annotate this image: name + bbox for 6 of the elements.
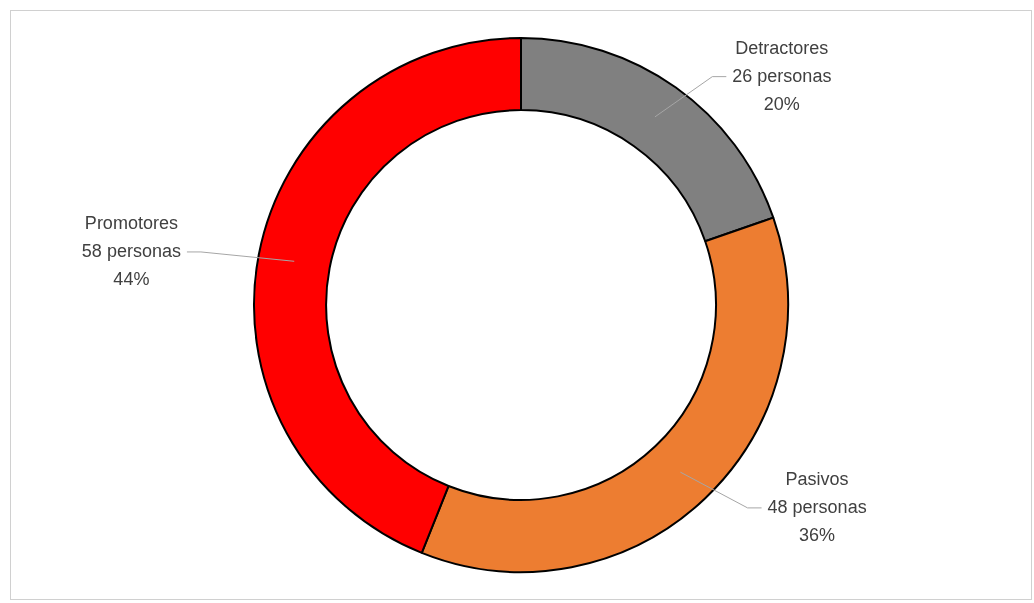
data-label: 26 personas 20% [732,65,832,114]
slice-label: Detractores [735,37,829,58]
data-label: 48 personas 36% [767,496,867,545]
slice-label: Pasivos [785,468,849,489]
slice-label: Promotores [84,212,178,233]
data-label: 58 personas 44% [81,240,181,289]
